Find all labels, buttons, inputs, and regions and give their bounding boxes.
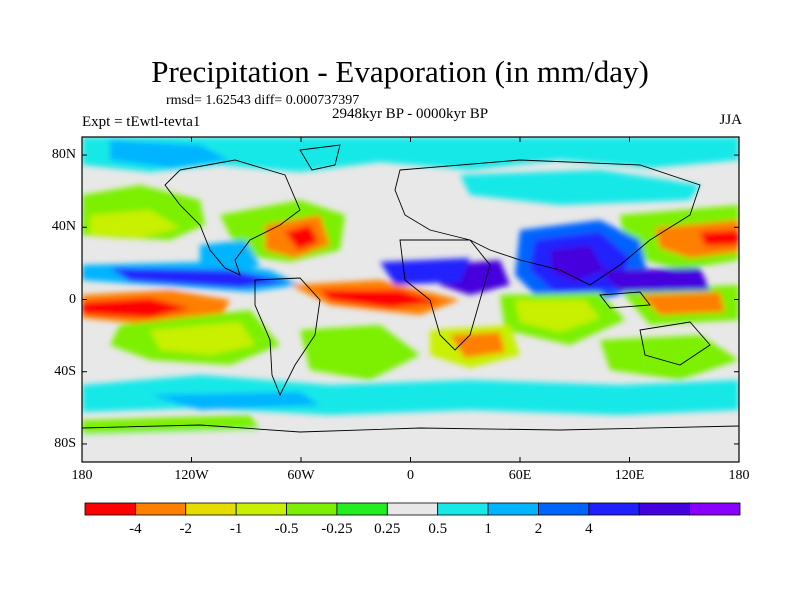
- field-antarctica: [82, 425, 739, 462]
- field-satl-green: [300, 325, 420, 380]
- lat-tick-label: 0: [69, 291, 76, 307]
- lon-tick-label: 60W: [287, 468, 315, 483]
- field-safr-orange: [450, 332, 505, 358]
- coast-greenland: [299, 144, 341, 171]
- field-spac-red: [82, 298, 190, 318]
- field-sio-green: [600, 335, 739, 380]
- colorbar-label: -0.25: [321, 521, 353, 537]
- field-maritime-orange: [640, 292, 725, 315]
- colorbar-swatch: [638, 502, 691, 516]
- lon-tick-label: 120E: [614, 468, 645, 483]
- field-itcz-dark: [110, 268, 290, 288]
- lat-tick-label: 40S: [54, 363, 76, 379]
- coast-antarctica: [82, 424, 739, 433]
- lat-tick-label: 80S: [54, 435, 76, 451]
- field-maritime-purple: [600, 268, 710, 292]
- field-atl-itcz: [380, 258, 470, 285]
- lon-tick-label: 60E: [508, 468, 532, 483]
- colorbar-label: -1: [229, 521, 243, 537]
- coast-australia: [639, 321, 711, 366]
- stats-line: rmsd= 1.62543 diff= 0.000737397: [166, 93, 360, 108]
- field-natl-red: [285, 225, 318, 250]
- experiment-label: Expt = tEwtl-tevta1: [82, 114, 201, 130]
- lat-tick-label: 80N: [51, 147, 76, 163]
- season-label: JJA: [719, 112, 742, 128]
- field-npac-yellow: [90, 210, 180, 238]
- lon-tick-label: 120W: [174, 468, 209, 483]
- colorbar-swatch: [84, 502, 136, 516]
- field-eqatl-red: [320, 290, 440, 308]
- colorbar-label: -0.5: [274, 521, 299, 537]
- colorbar-swatch: [437, 502, 489, 516]
- colorbar-swatch: [185, 502, 237, 516]
- colorbar-swatch: [235, 502, 287, 516]
- colorbar-swatch: [134, 502, 187, 516]
- coast-africa: [399, 239, 491, 351]
- coast-eurasia: [394, 159, 701, 286]
- pe-field: [82, 137, 739, 462]
- field-monsoon-purple: [550, 245, 605, 282]
- lon-tick-label: 180: [728, 468, 750, 483]
- colorbar-swatch: [336, 502, 388, 516]
- colorbar-label: 4: [585, 521, 593, 537]
- lat-tick-label: 40N: [51, 219, 76, 235]
- coast-south-america: [254, 277, 321, 397]
- colorbar-swatch: [386, 502, 439, 516]
- colorbar-label: 0.5: [428, 521, 448, 537]
- coast-north-america: [164, 159, 301, 276]
- colorbar-swatch: [487, 502, 539, 516]
- colorbar: [84, 502, 741, 516]
- colorbar-swatch: [538, 502, 590, 516]
- field-spac-yellow: [150, 322, 255, 355]
- colorbar-label: -4: [129, 521, 142, 537]
- colorbar-swatch: [689, 502, 741, 516]
- lon-tick-label: 180: [71, 468, 93, 483]
- colorbar-swatch: [286, 502, 338, 516]
- colorbar-swatch: [588, 502, 640, 516]
- field-wpac-orange: [655, 220, 739, 258]
- field-southern-ocean-blue: [150, 392, 320, 410]
- period-label: 2948kyr BP - 0000kyr BP: [331, 106, 489, 122]
- field-io-yellow: [515, 300, 600, 332]
- colorbar-label: -2: [179, 521, 193, 537]
- coast-indonesia: [599, 291, 651, 309]
- axis-ticks: [81, 137, 740, 462]
- field-band-arctic-blue: [110, 140, 230, 168]
- lon-tick-label: 0: [407, 468, 414, 483]
- field-wpac-red: [700, 230, 739, 246]
- colorbar-label: 2: [534, 521, 543, 537]
- field-band-eurasia: [460, 170, 700, 205]
- colorbar-label: 1: [484, 521, 492, 537]
- field-antarctic-green: [82, 415, 260, 435]
- chart-title: Precipitation - Evaporation (in mm/day): [151, 54, 649, 89]
- coastlines: [82, 144, 739, 433]
- colorbar-label: 0.25: [374, 521, 401, 537]
